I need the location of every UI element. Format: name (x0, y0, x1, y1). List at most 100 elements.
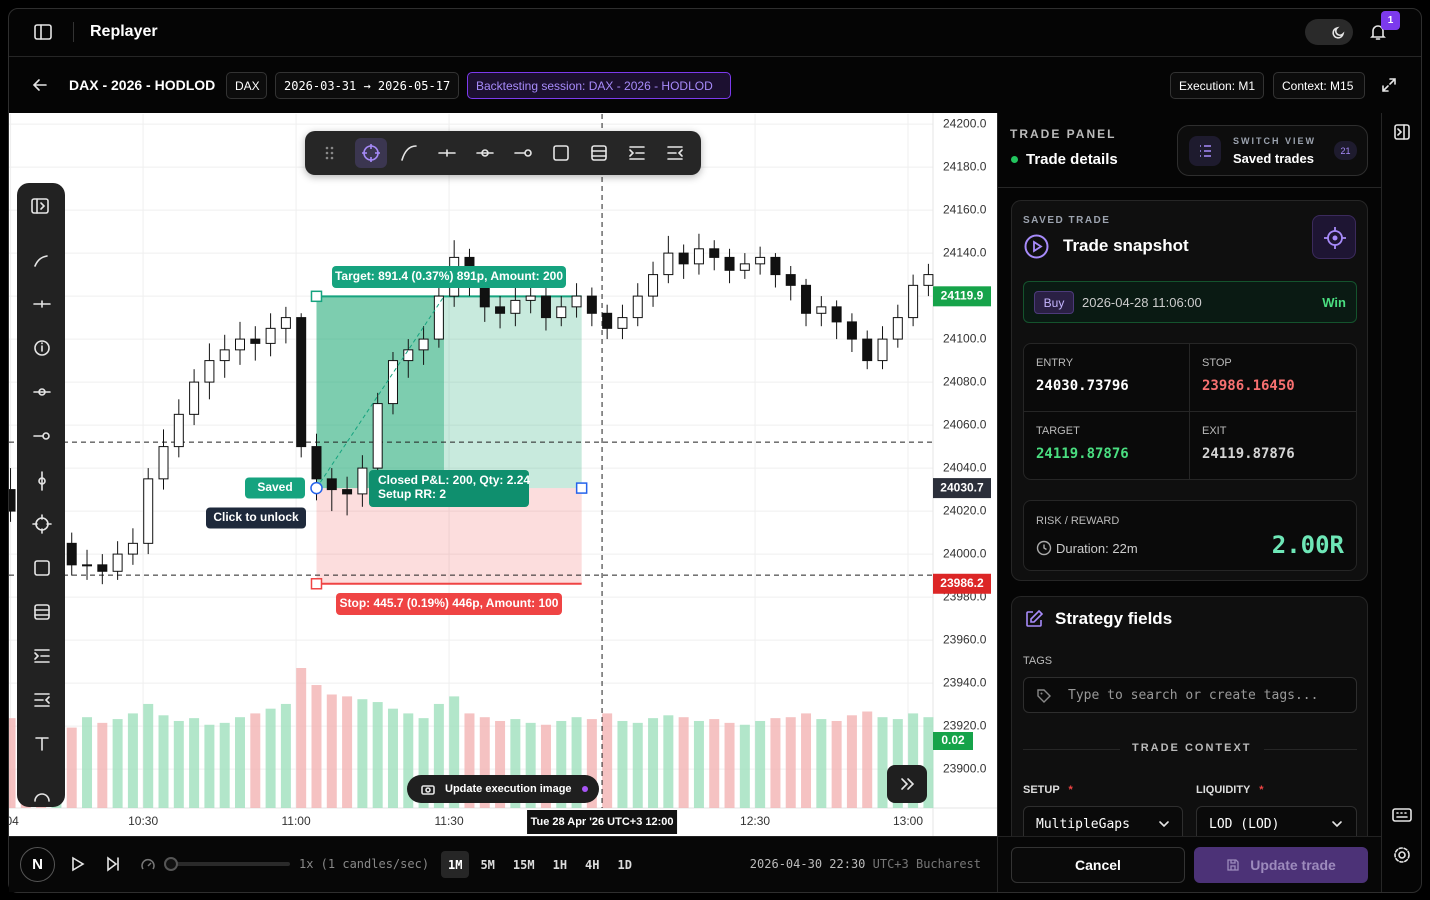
rr-label: Setup RR: 2 (378, 487, 446, 501)
candle-body (143, 478, 154, 544)
timeframe-button[interactable]: 15M (512, 857, 535, 872)
position-tool[interactable] (591, 145, 607, 161)
update-label: Update trade (1250, 857, 1336, 873)
play-button[interactable] (69, 856, 85, 872)
timeframe-button[interactable]: 4H (585, 857, 600, 872)
position-tool[interactable] (34, 604, 50, 620)
candle-body (265, 327, 276, 344)
volume-bar (326, 694, 337, 808)
app-title: Replayer (90, 23, 158, 40)
candle-body (693, 248, 704, 265)
step-button[interactable] (105, 856, 121, 872)
volume-bar (831, 720, 842, 808)
timeframe-button[interactable]: 1M (441, 851, 470, 878)
update-image-button[interactable]: Update execution image (407, 775, 599, 803)
drawing-toolbar (305, 131, 701, 175)
left-toolbar-icons (31, 198, 52, 802)
candle-body (586, 295, 597, 314)
camera-icon (421, 785, 435, 795)
volume-bar (571, 717, 582, 808)
trade-result: Win (1322, 295, 1346, 310)
volume-bar (143, 703, 154, 808)
text-tool[interactable] (35, 737, 49, 751)
rect-tool[interactable] (34, 560, 50, 576)
switch-view-button[interactable]: SWITCH VIEW Saved trades 21 (1177, 125, 1368, 176)
curve-tool[interactable] (401, 145, 417, 161)
divider (1381, 113, 1382, 892)
candle-body (342, 489, 353, 495)
toolbar-icons (325, 138, 683, 168)
volume-bar (112, 719, 123, 808)
drag-handle[interactable] (325, 146, 334, 160)
unlock-label: Click to unlock (213, 510, 299, 524)
crosshair-tool[interactable] (355, 138, 387, 168)
rect-tool[interactable] (553, 145, 569, 161)
panel-tool[interactable] (31, 198, 49, 214)
volume-bar (418, 718, 429, 808)
candle-body (632, 295, 643, 319)
volume-bar (556, 720, 567, 808)
liquidity-value: LOD (LOD) (1209, 817, 1280, 832)
volume-bar (892, 719, 903, 808)
long-tool[interactable] (34, 649, 50, 663)
card-title: Trade snapshot (1063, 236, 1189, 255)
candle-body (663, 252, 674, 276)
volume-bar (510, 719, 521, 808)
context-chip[interactable]: Context: M15 (1273, 72, 1365, 99)
volume-bar (923, 717, 934, 808)
target-label: Target: 891.4 (0.37%) 891p, Amount: 200 (335, 269, 563, 283)
sidebar-toggle[interactable] (33, 23, 53, 41)
timeframe-button[interactable]: 1H (552, 857, 568, 872)
ray-tool[interactable] (438, 149, 456, 157)
session-chip[interactable]: Backtesting session: DAX - 2026 - HODLOD (467, 72, 731, 99)
collapse-panel-icon[interactable] (1393, 123, 1411, 141)
curve-tool[interactable] (34, 255, 48, 267)
slider-knob[interactable] (164, 857, 178, 871)
locate-button[interactable] (1312, 215, 1356, 259)
candle-body (418, 338, 429, 351)
short-tool[interactable] (34, 693, 50, 707)
trade-path (316, 296, 445, 489)
volume-bar (648, 718, 659, 808)
left-toolbar (17, 183, 65, 807)
short-tool[interactable] (667, 146, 683, 160)
panel-subheading: Trade details (1026, 151, 1118, 168)
tags-input[interactable]: Type to search or create tags... (1023, 677, 1357, 713)
volume-bar (816, 719, 827, 808)
bell-icon[interactable] (1369, 23, 1387, 41)
double-chevron (901, 778, 915, 790)
scroll-right-button[interactable] (887, 765, 927, 803)
price-cell-value: 24119.87876 (1202, 445, 1295, 462)
volume-bar (66, 727, 77, 808)
more-tool[interactable] (34, 793, 50, 802)
volume-bar (296, 668, 307, 808)
update-button[interactable]: Update trade (1194, 847, 1368, 883)
candle-body (801, 284, 812, 314)
theme-toggle[interactable] (1305, 19, 1353, 45)
candle-body (755, 256, 766, 265)
divider (73, 22, 74, 42)
settings-icon[interactable] (1392, 845, 1412, 865)
candle-body (678, 252, 689, 265)
keyboard-icon[interactable] (1392, 806, 1412, 824)
logo[interactable]: N (20, 847, 55, 882)
timeframe-button[interactable]: 1D (617, 857, 632, 872)
timeframe-button[interactable]: 5M (480, 857, 495, 872)
cancel-button[interactable]: Cancel (1011, 847, 1185, 883)
volume-bar (433, 703, 444, 808)
back-arrow[interactable] (32, 77, 48, 93)
update-image-label: Update execution image (445, 783, 572, 795)
symbol-chip: DAX (226, 72, 267, 99)
volume-bar (495, 720, 506, 808)
volume-bar (403, 713, 414, 808)
long-tool[interactable] (629, 146, 645, 160)
expand-icon[interactable] (1381, 77, 1397, 93)
info-tool[interactable] (34, 340, 50, 356)
candle-body (189, 381, 200, 415)
ray-tool[interactable] (33, 300, 51, 308)
duration: Duration: 22m (1056, 541, 1138, 556)
execution-chip[interactable]: Execution: M1 (1170, 72, 1264, 99)
candle-body (892, 317, 903, 340)
speed-slider[interactable] (170, 862, 290, 866)
volume-bar (250, 713, 261, 808)
